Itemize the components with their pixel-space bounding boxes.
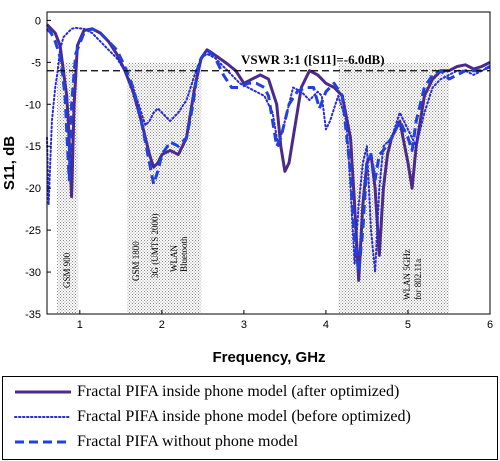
frequency-band-2	[338, 62, 449, 315]
x-tick-label: 4	[323, 319, 329, 331]
band-label-wlan5ghz: WLAN 5GHz	[402, 249, 412, 300]
s11-frequency-chart: VSWR 3:1 ([S11]=-6.0dB) 1 2 3 4 5 6 0 -5 -10 -15 -…	[1, 11, 493, 366]
band-label-gsm900: GSM 900	[62, 252, 72, 288]
y-tick-label: -20	[25, 183, 41, 195]
y-tick-label: 0	[35, 15, 41, 27]
y-tick-label: -5	[31, 57, 41, 69]
band-label-80211a: for 802.11a	[413, 259, 423, 300]
reference-line-label: VSWR 3:1 ([S11]=-6.0dB)	[241, 52, 385, 67]
y-tick-label: -10	[25, 99, 41, 111]
series-line-solid	[45, 23, 491, 282]
series-line-dashed	[45, 27, 491, 274]
legend-label: Fractal PIFA inside phone model (after o…	[77, 383, 400, 400]
x-tick-label: 5	[405, 319, 411, 331]
legend-item-without-phone: Fractal PIFA without phone model	[13, 431, 298, 453]
x-tick-label: 1	[77, 319, 83, 331]
legend-label: Fractal PIFA inside phone model (before …	[77, 408, 411, 425]
band-label-wlan: WLAN	[169, 245, 179, 272]
legend-swatch-solid	[15, 390, 71, 394]
y-axis-title: S11, dB	[1, 136, 18, 190]
legend-swatch-dotted	[14, 416, 72, 418]
y-tick-label: -30	[25, 267, 41, 279]
x-tick-label: 2	[159, 319, 165, 331]
plot-frame	[46, 11, 491, 315]
legend-swatch-dashed	[15, 440, 71, 444]
y-tick-label: -35	[25, 309, 41, 321]
x-axis-title: Frequency, GHz	[212, 349, 325, 366]
legend: Fractal PIFA inside phone model (after o…	[2, 376, 498, 460]
series-line-dotted	[46, 26, 491, 274]
band-label-umts: 3G (UMTS 2000)	[150, 213, 160, 278]
x-tick-label: 3	[241, 319, 247, 331]
y-tick-label: -25	[25, 225, 41, 237]
legend-item-after-optimized: Fractal PIFA inside phone model (after o…	[13, 381, 399, 403]
legend-label: Fractal PIFA without phone model	[77, 433, 299, 450]
x-tick-label: 6	[487, 319, 493, 331]
band-label-gsm1800: GSM 1800	[131, 241, 141, 281]
y-tick-label: -15	[25, 141, 41, 153]
legend-item-before-optimized: Fractal PIFA inside phone model (before …	[13, 406, 411, 428]
frequency-band-1	[127, 62, 202, 315]
band-label-bluetooth: Bluetooth	[179, 236, 189, 272]
